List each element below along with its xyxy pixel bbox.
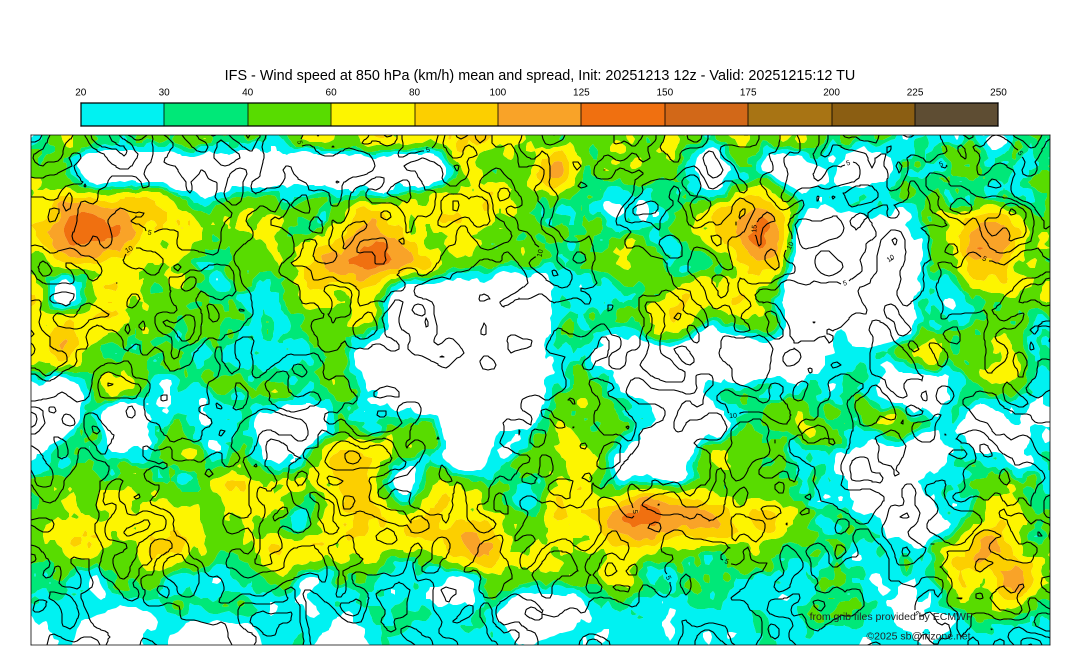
svg-text:30: 30 — [159, 87, 171, 98]
svg-text:10: 10 — [124, 245, 134, 255]
svg-text:5: 5 — [845, 160, 851, 168]
svg-text:175: 175 — [740, 87, 757, 98]
svg-text:5: 5 — [981, 255, 988, 263]
svg-text:20: 20 — [75, 87, 87, 98]
svg-text:5: 5 — [842, 280, 848, 288]
svg-text:5: 5 — [425, 146, 431, 154]
svg-text:©2025 sb@irizone.net: ©2025 sb@irizone.net — [866, 631, 970, 643]
svg-text:5: 5 — [1016, 150, 1024, 157]
svg-text:10: 10 — [537, 249, 546, 258]
svg-text:IFS - Wind speed at 850 hPa (k: IFS - Wind speed at 850 hPa (km/h) mean … — [225, 68, 856, 84]
svg-text:10: 10 — [886, 254, 896, 264]
svg-text:5: 5 — [631, 509, 638, 514]
svg-text:5: 5 — [295, 140, 303, 145]
svg-text:40: 40 — [242, 87, 254, 98]
svg-text:225: 225 — [907, 87, 924, 98]
svg-text:from grib files provided by EC: from grib files provided by ECMWF — [810, 611, 973, 623]
svg-text:80: 80 — [409, 87, 421, 98]
svg-text:250: 250 — [990, 87, 1007, 98]
svg-text:15: 15 — [751, 224, 759, 232]
svg-text:100: 100 — [490, 87, 507, 98]
svg-text:10: 10 — [786, 241, 796, 251]
svg-text:150: 150 — [656, 87, 673, 98]
svg-text:5: 5 — [938, 161, 944, 169]
svg-text:200: 200 — [823, 87, 840, 98]
svg-text:10: 10 — [729, 413, 737, 420]
svg-text:125: 125 — [573, 87, 590, 98]
svg-text:5: 5 — [723, 558, 729, 566]
svg-text:60: 60 — [326, 87, 338, 98]
svg-text:5: 5 — [147, 230, 152, 238]
svg-text:5: 5 — [912, 610, 920, 617]
svg-text:5: 5 — [664, 575, 672, 581]
